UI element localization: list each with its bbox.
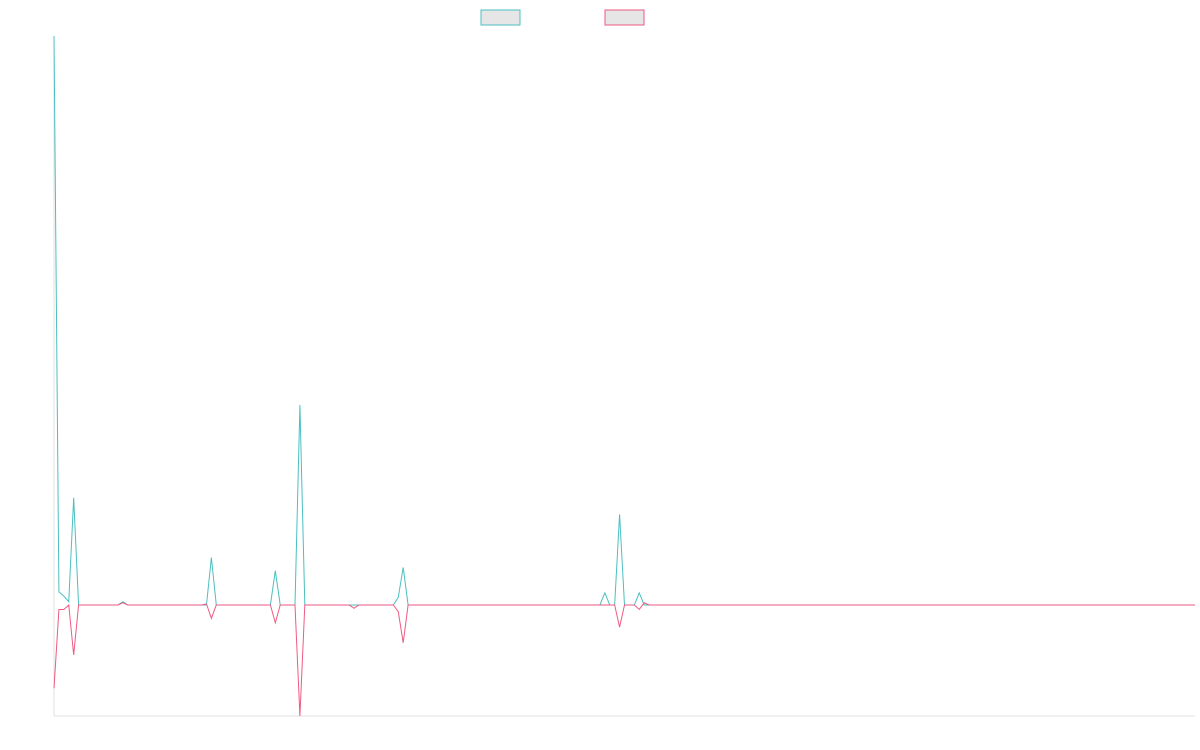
series-line-2 xyxy=(53,602,1195,717)
legend-item-1[interactable] xyxy=(480,9,521,26)
legend-item-2[interactable] xyxy=(604,9,645,26)
axes xyxy=(53,36,1195,717)
legend xyxy=(480,9,645,26)
legend-swatch-2 xyxy=(604,9,645,26)
series-line-1 xyxy=(53,35,1195,606)
plot-area xyxy=(53,35,1195,717)
legend-swatch-1 xyxy=(480,9,521,26)
